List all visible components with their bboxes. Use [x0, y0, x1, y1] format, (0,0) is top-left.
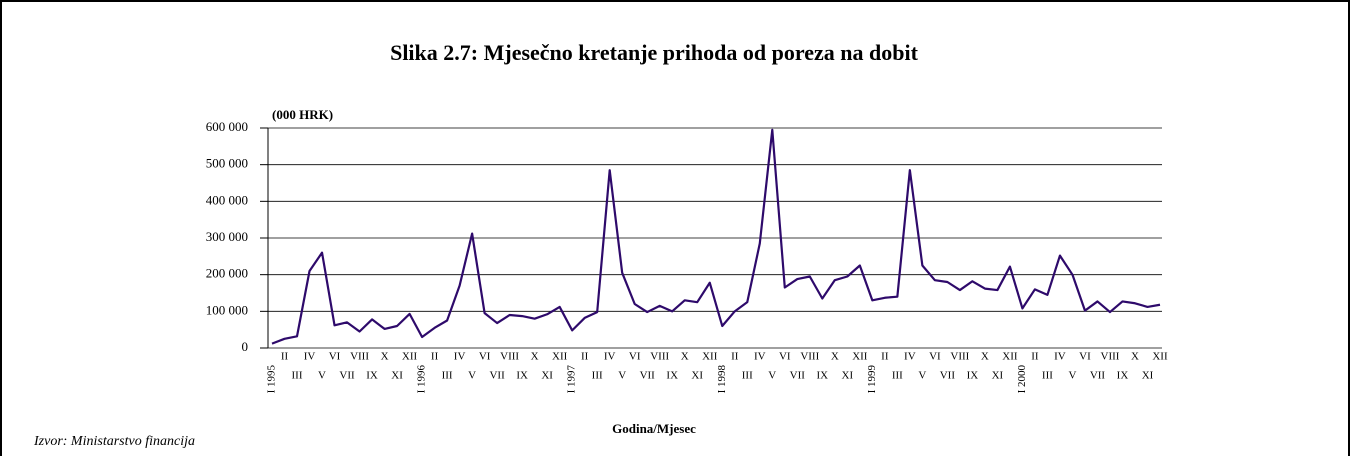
x-tick-label: IX	[1117, 370, 1129, 382]
x-tick-label: II	[431, 351, 439, 363]
x-tick-label: VI	[329, 351, 341, 363]
x-tick-label: XI	[391, 370, 403, 382]
x-tick-label: VI	[779, 351, 791, 363]
x-tick-label: IX	[516, 370, 528, 382]
y-tick-label: 100 000	[206, 302, 248, 317]
x-tick-label: IX	[666, 370, 678, 382]
x-tick-label: VI	[629, 351, 641, 363]
x-tick-label: XI	[842, 370, 854, 382]
x-tick-label: VIII	[650, 351, 669, 363]
x-tick-label: XI	[691, 370, 703, 382]
x-tick-label: VII	[940, 370, 956, 382]
x-tick-label: XII	[852, 351, 868, 363]
x-tick-label: X	[681, 351, 689, 363]
x-tick-label: II	[731, 351, 739, 363]
x-tick-label: II	[1031, 351, 1039, 363]
y-tick-label: 600 000	[206, 119, 248, 134]
x-tick-label: X	[531, 351, 539, 363]
x-tick-label: II	[881, 351, 889, 363]
x-tick-label: V	[618, 370, 626, 382]
x-tick-label: IV	[904, 351, 916, 363]
x-tick-label: V	[318, 370, 326, 382]
x-tick-label: V	[1068, 370, 1076, 382]
x-tick-label: IV	[454, 351, 466, 363]
x-tick-label: VII	[640, 370, 656, 382]
x-tick-label: III	[892, 370, 903, 382]
x-tick-label: IV	[1054, 351, 1066, 363]
x-tick-label: II	[581, 351, 589, 363]
x-tick-label: I 2000	[1016, 365, 1028, 394]
y-tick-label: 200 000	[206, 266, 248, 281]
x-tick-label: VIII	[350, 351, 369, 363]
x-tick-label: IX	[366, 370, 378, 382]
x-tick-label: VI	[1079, 351, 1091, 363]
x-tick-label: X	[831, 351, 839, 363]
chart-title: Slika 2.7: Mjesečno kretanje prihoda od …	[390, 40, 918, 65]
x-tick-label: X	[1131, 351, 1139, 363]
x-tick-label: IV	[754, 351, 766, 363]
x-tick-label: I 1996	[416, 365, 428, 394]
x-tick-label: VIII	[1101, 351, 1120, 363]
x-axis-title: Godina/Mjesec	[612, 421, 696, 436]
x-tick-label: II	[281, 351, 289, 363]
source: Izvor: Ministarstvo financija	[33, 434, 195, 449]
y-unit: (000 HRK)	[272, 107, 333, 122]
x-tick-label: VI	[929, 351, 941, 363]
x-tick-label: III	[1042, 370, 1053, 382]
y-tick-label: 0	[242, 339, 249, 354]
x-tick-label: XII	[402, 351, 418, 363]
y-tick-label: 500 000	[206, 156, 248, 171]
y-tick-label: 400 000	[206, 192, 248, 207]
x-tick-label: IX	[817, 370, 829, 382]
x-tick-label: IV	[304, 351, 316, 363]
y-tick-label: 300 000	[206, 229, 248, 244]
x-tick-label: VII	[489, 370, 505, 382]
x-tick-label: X	[981, 351, 989, 363]
x-tick-label: IX	[967, 370, 979, 382]
x-tick-label: V	[768, 370, 776, 382]
x-tick-label: XI	[992, 370, 1004, 382]
x-tick-label: VIII	[500, 351, 519, 363]
x-tick-label: III	[592, 370, 603, 382]
x-tick-label: III	[742, 370, 753, 382]
x-tick-label: VIII	[950, 351, 969, 363]
x-tick-label: III	[292, 370, 303, 382]
x-tick-label: V	[918, 370, 926, 382]
x-tick-label: XI	[541, 370, 553, 382]
x-tick-label: XII	[1152, 351, 1168, 363]
line	[271, 128, 1161, 345]
x-tick-label: X	[381, 351, 389, 363]
x-tick-label: VII	[790, 370, 806, 382]
x-tick-label: I 1998	[716, 365, 728, 394]
x-tick-label: XII	[552, 351, 568, 363]
x-tick-label: VII	[1090, 370, 1106, 382]
x-tick-label: III	[442, 370, 453, 382]
x-tick-label: V	[468, 370, 476, 382]
x-tick-label: XII	[1002, 351, 1018, 363]
x-tick-label: I 1997	[566, 365, 578, 394]
x-tick-label: IV	[604, 351, 616, 363]
x-tick-label: VI	[479, 351, 491, 363]
x-tick-label: VIII	[800, 351, 819, 363]
x-tick-label: XI	[1142, 370, 1154, 382]
x-tick-label: I 1995	[266, 365, 278, 394]
x-tick-label: I 1999	[866, 365, 878, 394]
x-tick-label: XII	[702, 351, 718, 363]
x-tick-label: VII	[339, 370, 355, 382]
